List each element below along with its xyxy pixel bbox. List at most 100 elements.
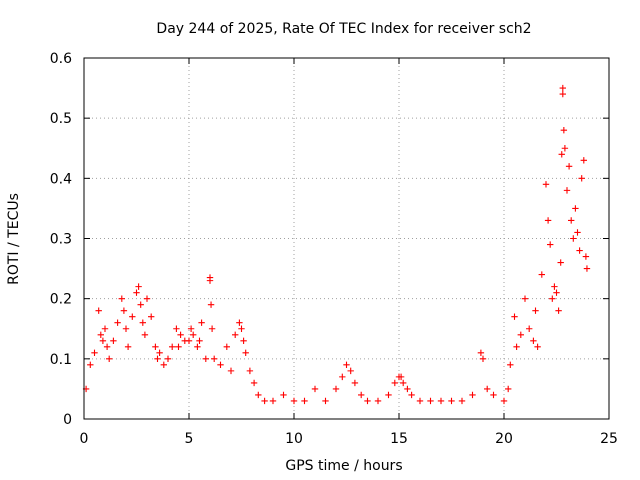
data-point: [364, 397, 371, 405]
x-axis-label: GPS time / hours: [285, 458, 402, 474]
data-points: [82, 84, 591, 405]
data-point: [154, 355, 161, 363]
data-point: [118, 295, 125, 302]
data-point: [507, 361, 514, 369]
data-point: [517, 331, 524, 338]
data-point: [91, 349, 98, 357]
data-point: [479, 355, 487, 363]
y-tick-label: 0.6: [50, 51, 72, 67]
data-point: [358, 391, 365, 399]
data-point: [542, 181, 550, 188]
data-point: [99, 337, 107, 344]
data-point: [173, 325, 180, 332]
data-point: [185, 337, 193, 344]
data-point: [578, 175, 585, 182]
data-point: [236, 319, 243, 326]
data-point: [511, 313, 518, 320]
data-point: [505, 385, 512, 393]
y-tick-label: 0.3: [50, 232, 72, 248]
data-point: [557, 259, 564, 266]
data-point: [490, 391, 497, 399]
data-point: [570, 235, 577, 242]
data-point: [301, 397, 308, 405]
data-point: [250, 379, 258, 387]
x-tick-label: 25: [600, 431, 618, 447]
data-point: [106, 355, 113, 363]
data-point: [194, 343, 201, 350]
data-point: [560, 127, 568, 134]
x-tick-label: 20: [495, 431, 513, 447]
data-point: [538, 271, 545, 278]
data-point: [549, 295, 556, 302]
axis-ticks: [83, 57, 610, 420]
data-point: [290, 397, 298, 405]
data-point: [198, 319, 205, 326]
data-point: [582, 253, 590, 260]
data-point: [374, 397, 382, 405]
data-point: [242, 349, 249, 357]
y-tick-label: 0.2: [50, 292, 72, 308]
data-point: [156, 349, 163, 357]
data-point: [347, 367, 354, 375]
data-point: [223, 343, 230, 350]
data-point: [404, 385, 411, 393]
data-point: [202, 355, 209, 363]
data-point: [568, 217, 575, 224]
data-point: [558, 151, 565, 158]
data-point: [530, 337, 537, 344]
data-point: [139, 319, 146, 326]
data-point: [580, 157, 587, 164]
data-point: [458, 397, 466, 405]
y-tick-label: 0.4: [50, 171, 72, 187]
data-point: [122, 325, 130, 332]
data-point: [526, 325, 533, 332]
data-point: [385, 391, 392, 399]
grid-lines: [84, 58, 609, 419]
data-point: [311, 385, 319, 393]
data-point: [427, 397, 434, 405]
data-point: [261, 397, 268, 405]
data-point: [544, 217, 552, 224]
data-point: [211, 355, 218, 363]
data-point: [143, 295, 151, 302]
data-point: [110, 337, 117, 344]
data-point: [322, 397, 329, 405]
data-point: [97, 331, 104, 338]
y-tick-label: 0.5: [50, 111, 72, 127]
data-point: [124, 343, 132, 350]
data-point: [160, 361, 167, 369]
data-point: [576, 247, 583, 254]
data-point: [175, 343, 182, 350]
data-point: [437, 397, 445, 405]
data-point: [416, 397, 424, 405]
data-point: [169, 343, 176, 350]
data-point: [484, 385, 491, 393]
data-point: [500, 397, 508, 405]
data-point: [114, 319, 121, 326]
data-point: [177, 331, 184, 338]
data-point: [280, 391, 287, 399]
data-point: [187, 325, 195, 332]
data-point: [152, 343, 159, 350]
data-point: [232, 331, 239, 338]
data-point: [135, 283, 142, 290]
data-point: [95, 307, 102, 314]
data-point: [238, 325, 245, 332]
data-point: [551, 283, 558, 290]
data-point: [574, 229, 581, 236]
data-point: [246, 367, 254, 375]
data-point: [129, 313, 136, 320]
data-point: [408, 391, 415, 399]
data-point: [553, 289, 560, 296]
data-point: [133, 289, 140, 296]
data-point: [196, 337, 203, 344]
data-point: [206, 277, 214, 284]
data-point: [397, 373, 405, 381]
x-tick-label: 15: [390, 431, 408, 447]
data-point: [477, 349, 485, 357]
data-point: [513, 343, 520, 350]
data-point: [269, 397, 277, 405]
data-point: [351, 379, 359, 387]
y-tick-label: 0.1: [50, 352, 72, 368]
